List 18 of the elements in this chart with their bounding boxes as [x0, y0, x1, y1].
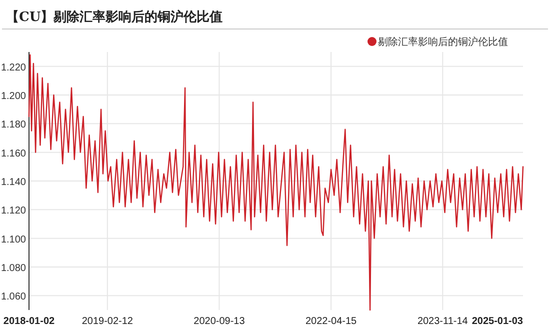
y-tick-label: 1.180 [0, 120, 26, 131]
x-tick-label: 2023-11-14 [417, 316, 468, 327]
y-tick-label: 1.060 [0, 292, 26, 303]
y-tick-label: 1.220 [0, 62, 26, 74]
y-tick-label: 1.100 [0, 234, 26, 246]
legend-label: 剔除汇率影响后的铜沪伦比值 [378, 36, 508, 48]
y-tick-label: 1.120 [0, 206, 26, 217]
x-tick-label: 2018-01-02 [3, 316, 56, 327]
y-tick-label: 1.200 [0, 91, 26, 102]
y-tick-label: 1.140 [0, 177, 26, 188]
y-tick-label: 1.160 [0, 148, 26, 160]
x-tick-label: 2020-09-13 [194, 316, 246, 327]
x-tick-label: 2022-04-15 [305, 316, 358, 327]
line-series [28, 54, 524, 311]
x-tick-label: 2025-01-03 [472, 316, 524, 327]
y-tick-label: 1.080 [0, 263, 26, 274]
x-tick-label: 2019-02-12 [82, 316, 134, 327]
chart-title: 【CU】剔除汇率影响后的铜沪伦比值 [6, 9, 223, 25]
